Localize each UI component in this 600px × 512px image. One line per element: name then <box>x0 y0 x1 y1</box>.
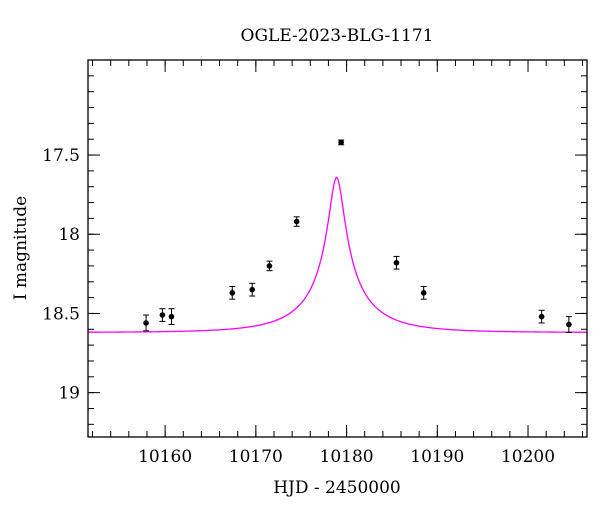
point-marker <box>143 320 149 326</box>
data-point <box>229 286 236 300</box>
data-point <box>168 308 175 326</box>
plot-frame <box>87 59 588 438</box>
point-marker <box>249 286 256 293</box>
data-point <box>565 316 572 333</box>
y-tick-label: 19 <box>58 384 80 404</box>
x-tick-label: 10170 <box>229 447 283 467</box>
x-tick-label: 10190 <box>410 447 464 467</box>
data-point <box>338 139 345 146</box>
point-marker <box>538 313 545 320</box>
data-point <box>420 286 427 300</box>
data-point <box>266 260 273 272</box>
point-marker <box>293 218 300 225</box>
point-marker <box>338 139 344 146</box>
data-point <box>293 216 300 227</box>
point-marker <box>229 290 236 296</box>
data-point <box>538 309 545 324</box>
point-marker <box>168 313 175 320</box>
x-tick-label: 10180 <box>320 447 374 467</box>
chart-title: OGLE-2023-BLG-1171 <box>241 26 434 46</box>
point-marker <box>566 321 572 328</box>
point-marker <box>266 263 273 269</box>
model-curve <box>88 176 587 333</box>
point-marker <box>159 312 166 318</box>
y-tick-label: 18.5 <box>42 304 80 324</box>
data-point <box>249 282 256 297</box>
data-point <box>143 314 150 332</box>
data-points <box>143 139 572 333</box>
data-point <box>393 255 400 270</box>
axis-ticks: 10160 10170 10180 10190 10200 17.5 18 18.5 19 <box>42 59 587 467</box>
data-point <box>159 308 166 322</box>
x-axis-label: HJD - 2450000 <box>273 478 401 498</box>
x-tick-label: 10160 <box>138 447 192 467</box>
y-tick-label: 17.5 <box>42 146 80 166</box>
point-marker <box>420 290 427 296</box>
y-tick-label: 18 <box>58 225 80 245</box>
x-tick-label: 10200 <box>501 447 555 467</box>
y-axis-label: I magnitude <box>11 196 31 300</box>
point-marker <box>393 259 400 266</box>
